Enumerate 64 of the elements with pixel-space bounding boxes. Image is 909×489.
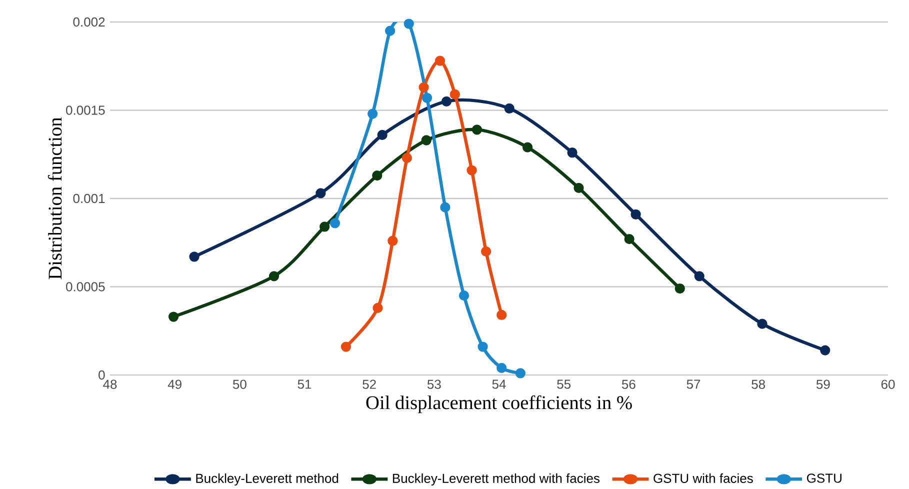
y-tick-label: 0.001 (73, 194, 105, 204)
point (480, 246, 492, 257)
x-tick-label: 51 (298, 380, 312, 389)
x-tick-label: 59 (816, 380, 830, 389)
x-tick-label: 53 (427, 380, 441, 389)
point (385, 26, 396, 36)
x-axis-title: Oil displacement coefficients in % (366, 395, 632, 414)
point (820, 345, 830, 356)
point (504, 103, 514, 114)
x-tick-label: 56 (622, 380, 636, 389)
point (422, 92, 432, 103)
point (515, 368, 526, 378)
point (441, 96, 452, 106)
x-tick-label: 60 (881, 380, 895, 389)
point (478, 342, 488, 352)
legend-label: Buckley-Leverett method with facies (392, 473, 600, 486)
x-tick-label: 52 (362, 380, 376, 389)
legend-label: GSTU with facies (654, 473, 753, 483)
point (340, 342, 352, 352)
point (168, 312, 179, 322)
y-tick-label: 0.0005 (66, 282, 105, 292)
point (316, 188, 326, 198)
point (268, 271, 280, 282)
y-axis-title: Distribution function (48, 117, 62, 280)
x-tick-label: 57 (686, 380, 700, 389)
point (402, 152, 412, 163)
point (694, 271, 704, 282)
legend-label: Buckley-Leverett method (196, 473, 338, 486)
point (372, 302, 383, 313)
point (330, 218, 340, 228)
point (624, 234, 634, 244)
point (320, 222, 330, 232)
point (372, 170, 382, 181)
point (630, 209, 641, 220)
y-tick-label: 0 (98, 370, 105, 380)
point (522, 142, 533, 152)
y-tick-label: 0.0015 (66, 106, 105, 115)
y-tick-label: 0.002 (73, 17, 105, 27)
point (189, 252, 200, 262)
x-tick-label: 49 (168, 380, 182, 389)
point (466, 165, 477, 176)
point (757, 318, 768, 329)
point (450, 89, 460, 100)
point (674, 283, 685, 294)
point (388, 236, 398, 246)
point (377, 130, 388, 140)
x-tick-label: 54 (492, 380, 506, 389)
point (421, 135, 432, 146)
point (472, 124, 482, 135)
point (496, 310, 507, 320)
point (458, 290, 470, 301)
legend-label: GSTU (806, 474, 842, 483)
point (418, 82, 429, 92)
point (574, 182, 584, 193)
point (496, 362, 507, 374)
point (434, 56, 446, 66)
point (440, 202, 450, 212)
point (404, 18, 414, 29)
x-tick-label: 50 (232, 380, 246, 389)
point (567, 148, 578, 158)
x-tick-label: 48 (103, 380, 117, 389)
x-tick-label: 55 (557, 380, 571, 389)
x-tick-label: 58 (752, 380, 766, 389)
point (368, 108, 378, 119)
